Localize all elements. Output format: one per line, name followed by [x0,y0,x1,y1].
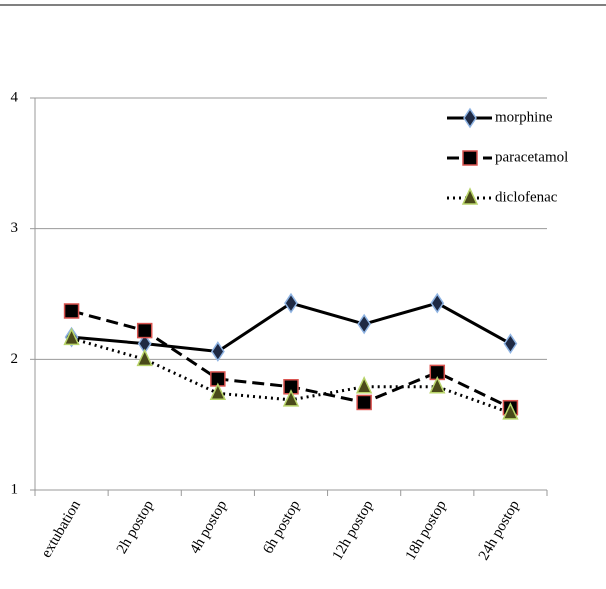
marker [429,375,446,394]
marker [502,402,519,420]
marker [462,150,478,166]
legend-label: paracetamol [495,149,568,165]
marker [63,303,80,319]
marker [357,313,372,335]
marker [136,348,153,367]
y-tick-label: 4 [11,89,19,105]
marker [503,333,518,355]
legend-label: diclofenac [495,189,558,205]
x-tick-label: 6h postop [260,498,303,557]
x-tick-label: 18h postop [403,498,450,563]
x-tick-label: 12h postop [330,498,377,563]
marker [136,322,153,339]
marker [209,382,227,401]
marker [63,327,80,346]
x-tick-label: 2h postop [114,498,157,557]
marker [282,389,300,407]
marker [461,187,479,205]
marker [355,375,373,394]
y-tick-label: 1 [11,481,19,497]
marker [430,292,445,314]
x-tick-label: extubation [38,497,84,560]
y-tick-label: 2 [11,351,19,367]
y-tick-label: 3 [11,220,19,236]
marker [284,292,298,314]
x-tick-label: 4h postop [187,498,230,557]
legend-label: morphine [495,109,553,125]
marker [463,107,477,129]
marker [210,341,225,362]
x-tick-label: 24h postop [476,498,523,563]
marker [356,394,372,411]
